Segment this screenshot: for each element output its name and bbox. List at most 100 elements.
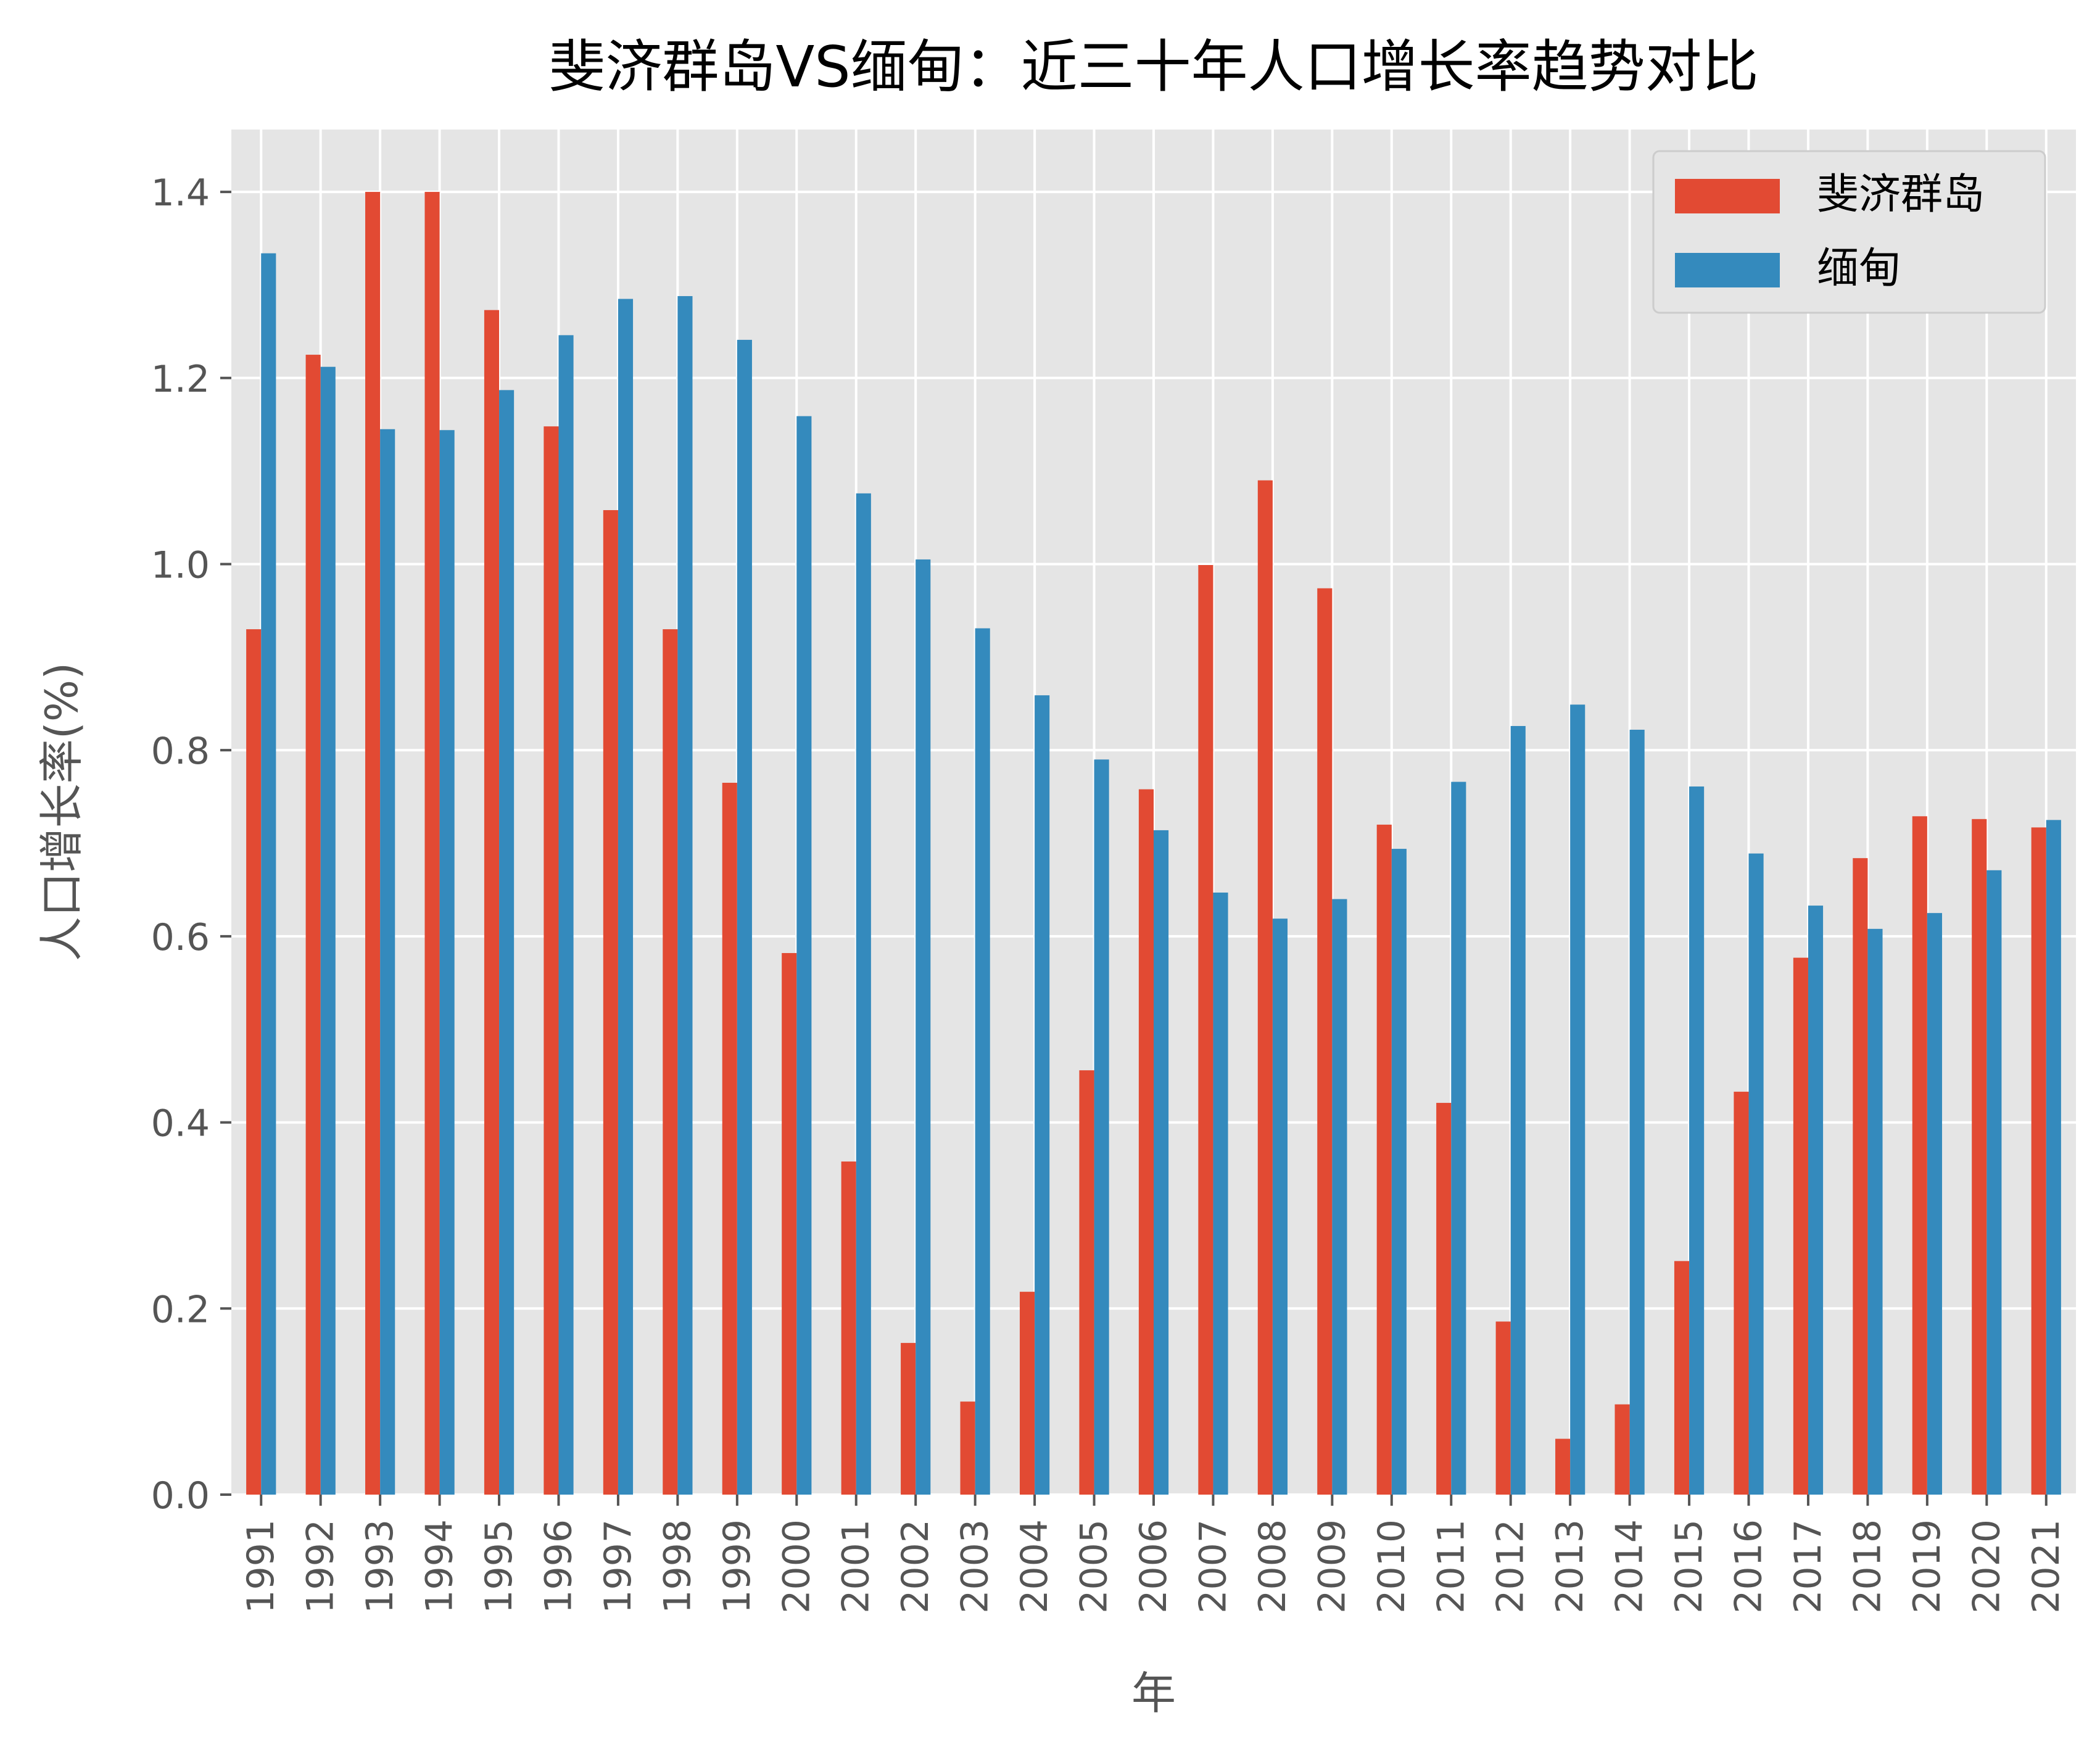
bar-myanmar bbox=[1391, 849, 1407, 1495]
bar-fiji bbox=[1495, 1321, 1511, 1495]
bar-myanmar bbox=[1332, 899, 1347, 1495]
y-tick-label: 0.8 bbox=[151, 730, 210, 773]
bar-fiji bbox=[1317, 588, 1333, 1495]
x-tick-label: 2014 bbox=[1608, 1519, 1651, 1614]
bar-fiji bbox=[1138, 789, 1154, 1495]
bar-fiji bbox=[1198, 564, 1213, 1495]
chart-title: 斐济群岛VS缅甸：近三十年人口增长率趋势对比 bbox=[548, 34, 1758, 100]
bar-fiji bbox=[424, 192, 440, 1495]
x-tick-label: 2005 bbox=[1073, 1519, 1116, 1614]
x-tick-label: 1996 bbox=[537, 1519, 580, 1614]
x-tick-label: 1997 bbox=[597, 1519, 640, 1614]
bar-fiji bbox=[1079, 1070, 1094, 1495]
bar-fiji bbox=[841, 1161, 856, 1495]
bar-myanmar bbox=[975, 628, 990, 1495]
x-tick-label: 2003 bbox=[954, 1519, 997, 1614]
bar-fiji bbox=[663, 629, 678, 1495]
bar-myanmar bbox=[320, 366, 336, 1495]
bar-fiji bbox=[1614, 1404, 1630, 1495]
legend-label-myanmar: 缅甸 bbox=[1817, 244, 1901, 293]
x-tick-label: 2001 bbox=[835, 1519, 878, 1614]
y-tick-label: 0.6 bbox=[151, 916, 210, 959]
bar-myanmar bbox=[499, 390, 515, 1495]
bar-myanmar bbox=[916, 559, 931, 1495]
axes: 0.0 0.2 0.4 0.6 0.8 1.0 1.2 1.4 1991 1992 1993 1994… bbox=[151, 171, 2068, 1614]
x-tick-label: 2018 bbox=[1846, 1519, 1889, 1614]
bar-myanmar bbox=[380, 429, 395, 1495]
x-tick-label: 2002 bbox=[894, 1519, 937, 1614]
bar-myanmar bbox=[1689, 786, 1705, 1495]
bar-myanmar bbox=[677, 296, 693, 1495]
bar-myanmar bbox=[618, 299, 634, 1495]
bar-fiji bbox=[722, 782, 737, 1495]
x-tick-label: 1993 bbox=[358, 1519, 402, 1614]
bars bbox=[246, 192, 2061, 1495]
x-tick-label: 2021 bbox=[2025, 1519, 2068, 1614]
bar-fiji bbox=[960, 1401, 975, 1495]
bar-myanmar bbox=[1510, 725, 1526, 1495]
bar-myanmar bbox=[1272, 918, 1288, 1495]
y-tick-label: 1.4 bbox=[151, 171, 210, 215]
bar-myanmar bbox=[1035, 695, 1050, 1495]
x-tick-label: 1999 bbox=[716, 1519, 759, 1614]
y-tick-label: 0.2 bbox=[151, 1288, 210, 1331]
bar-fiji bbox=[1734, 1091, 1749, 1495]
bar-myanmar bbox=[1986, 870, 2002, 1495]
bar-fiji bbox=[365, 192, 381, 1495]
bar-myanmar bbox=[737, 339, 752, 1495]
x-tick-label: 2013 bbox=[1548, 1519, 1592, 1614]
bar-fiji bbox=[1376, 824, 1392, 1495]
bar-myanmar bbox=[1094, 759, 1109, 1495]
x-tick-label: 2019 bbox=[1906, 1519, 1949, 1614]
bar-fiji bbox=[603, 510, 618, 1495]
x-tick-label: 2004 bbox=[1013, 1519, 1056, 1614]
x-tick-label: 2009 bbox=[1310, 1519, 1354, 1614]
y-tick-label: 0.4 bbox=[151, 1102, 210, 1145]
bar-fiji bbox=[1555, 1438, 1571, 1495]
bar-fiji bbox=[2031, 827, 2046, 1495]
bar-fiji bbox=[544, 426, 559, 1495]
x-tick-label: 2007 bbox=[1191, 1519, 1234, 1614]
bar-myanmar bbox=[1213, 892, 1228, 1495]
x-tick-label: 1995 bbox=[477, 1519, 521, 1614]
x-tick-label: 2010 bbox=[1370, 1519, 1413, 1614]
x-axis-label: 年 bbox=[1131, 1667, 1176, 1719]
bar-fiji bbox=[484, 310, 500, 1495]
bar-fiji bbox=[901, 1343, 916, 1495]
y-tick-label: 1.2 bbox=[151, 358, 210, 401]
bar-myanmar bbox=[261, 253, 276, 1495]
legend-swatch-myanmar bbox=[1675, 253, 1780, 287]
bar-myanmar bbox=[1748, 853, 1764, 1495]
bar-myanmar bbox=[1451, 782, 1466, 1495]
y-tick-label: 1.0 bbox=[151, 543, 210, 587]
bar-fiji bbox=[1912, 816, 1927, 1495]
bar-myanmar bbox=[439, 430, 455, 1495]
bar-fiji bbox=[1853, 858, 1868, 1495]
legend: 斐济群岛 缅甸 bbox=[1652, 150, 2046, 314]
bar-fiji bbox=[1257, 480, 1273, 1495]
bar-myanmar bbox=[2046, 820, 2061, 1495]
x-tick-label: 2000 bbox=[775, 1519, 818, 1614]
x-tick-label: 2008 bbox=[1251, 1519, 1294, 1614]
bar-myanmar bbox=[796, 416, 812, 1495]
x-tick-label: 2017 bbox=[1787, 1519, 1830, 1614]
x-tick-label: 1994 bbox=[418, 1519, 461, 1614]
bar-myanmar bbox=[1154, 830, 1169, 1495]
x-tick-label: 2020 bbox=[1965, 1519, 2008, 1614]
bar-myanmar bbox=[1927, 913, 1942, 1495]
bar-myanmar bbox=[1867, 928, 1883, 1495]
x-tick-label: 1998 bbox=[656, 1519, 699, 1614]
bar-myanmar bbox=[856, 493, 871, 1495]
y-tick-label: 0.0 bbox=[151, 1474, 210, 1517]
bar-fiji bbox=[246, 629, 262, 1495]
bar-myanmar bbox=[1570, 704, 1585, 1495]
bar-fiji bbox=[1436, 1102, 1452, 1495]
bar-myanmar bbox=[1808, 906, 1824, 1495]
x-tick-label: 2016 bbox=[1727, 1519, 1771, 1614]
x-tick-label: 2012 bbox=[1489, 1519, 1532, 1614]
bar-fiji bbox=[1019, 1292, 1035, 1495]
x-tick-label: 1992 bbox=[299, 1519, 342, 1614]
bar-fiji bbox=[1793, 957, 1808, 1495]
